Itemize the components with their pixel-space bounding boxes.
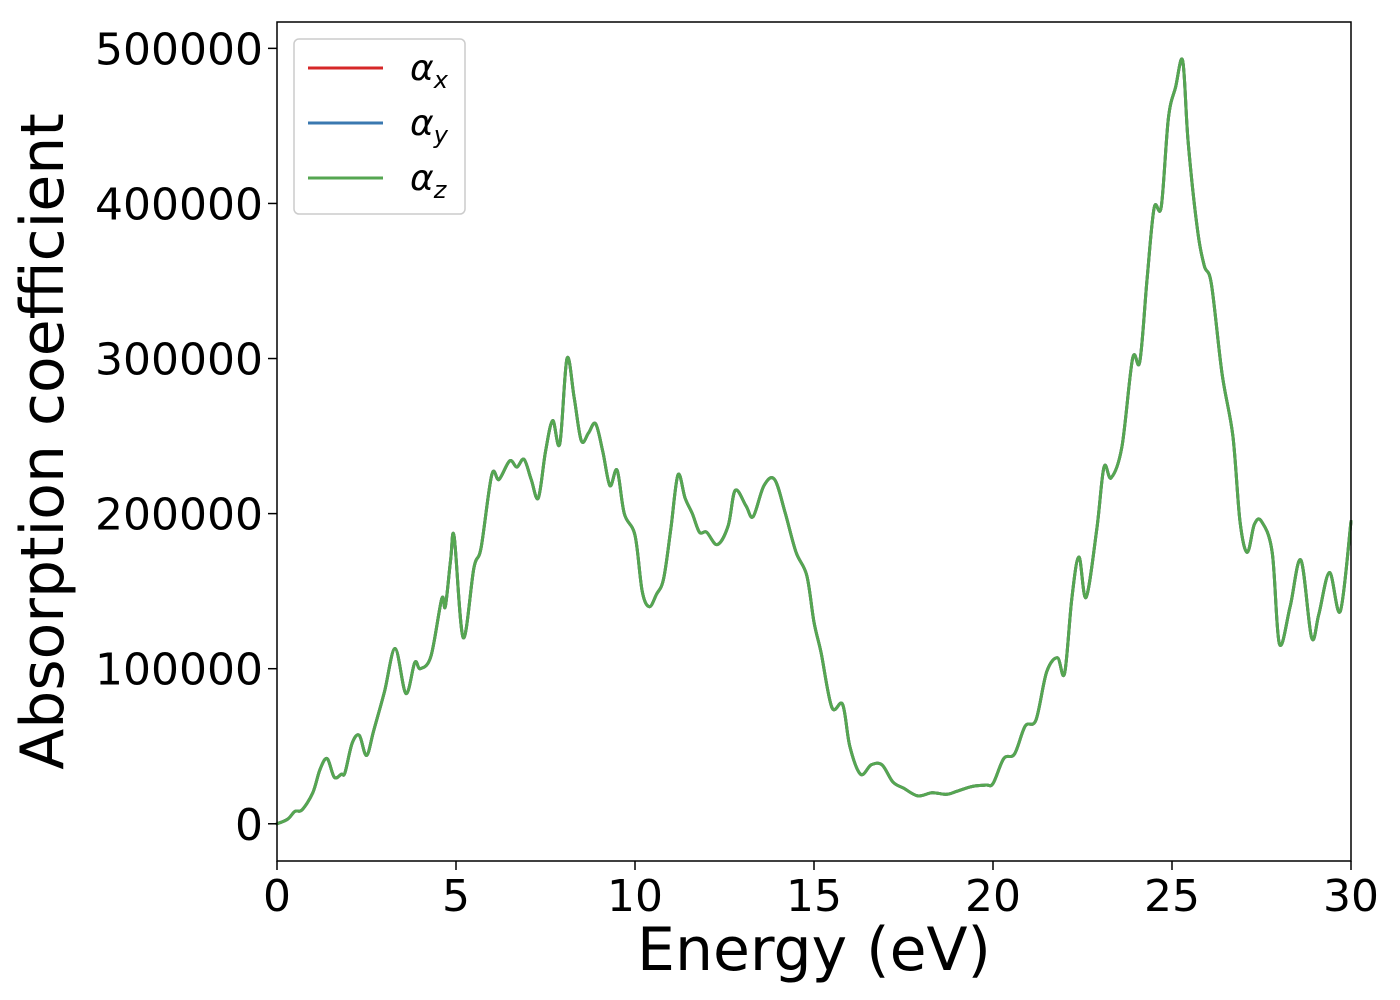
y-axis-label: Absorption coefficient — [8, 113, 78, 770]
y-tick-label: 0 — [235, 800, 263, 851]
x-tick-label: 15 — [786, 871, 842, 922]
legend-label: αy — [410, 103, 449, 149]
legend-label: αz — [410, 158, 448, 204]
x-tick-label: 20 — [965, 871, 1021, 922]
legend-symbol: α — [410, 103, 434, 144]
x-tick-label: 25 — [1144, 871, 1200, 922]
y-tick-label: 100000 — [95, 645, 263, 696]
y-axis-ticks: 0 100000 200000 300000 400000 500000 — [95, 24, 277, 851]
x-tick-label: 0 — [263, 871, 291, 922]
legend-box — [293, 38, 466, 215]
x-tick-label: 30 — [1323, 871, 1379, 922]
series-layer — [275, 57, 1353, 826]
y-tick-label: 200000 — [95, 490, 263, 541]
y-tick-label: 500000 — [95, 24, 263, 75]
legend-symbol: α — [410, 158, 434, 199]
x-tick-label: 5 — [442, 871, 470, 922]
x-axis-label: Energy (eV) — [637, 915, 991, 985]
legend-subscript: z — [433, 176, 448, 204]
y-tick-label: 400000 — [95, 179, 263, 230]
series-line-alpha-z — [275, 57, 1353, 826]
legend-symbol: α — [410, 48, 434, 89]
x-axis-ticks: 0 5 10 15 20 25 30 — [263, 861, 1379, 922]
legend-label: αx — [410, 48, 449, 94]
y-tick-label: 300000 — [95, 335, 263, 386]
x-tick-label: 10 — [607, 871, 663, 922]
legend-subscript: y — [433, 121, 449, 149]
legend-subscript: x — [433, 66, 449, 94]
